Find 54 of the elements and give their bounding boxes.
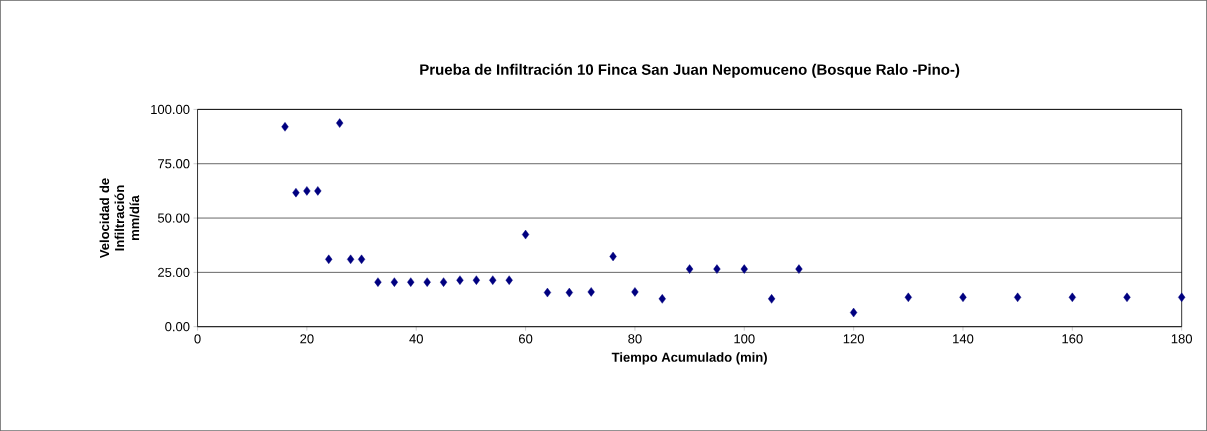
point	[439, 277, 448, 287]
x-tick-label: 160	[1062, 334, 1083, 344]
x-tick-label: 120	[843, 334, 864, 344]
point	[325, 254, 333, 264]
point	[522, 229, 530, 240]
x-tick-label: 180	[1171, 334, 1193, 344]
point	[587, 287, 595, 297]
point	[390, 277, 398, 287]
point	[850, 307, 858, 318]
x-tick-label: 80	[628, 334, 642, 344]
x-tick-label: 40	[409, 334, 423, 344]
y-tick-label: 75.00	[158, 159, 190, 169]
point	[374, 277, 382, 287]
y-tick-label: 100.00	[151, 104, 190, 114]
point	[565, 287, 573, 298]
point	[303, 186, 311, 196]
point	[292, 187, 300, 198]
x-tick-label: 60	[519, 334, 533, 344]
point	[686, 264, 694, 274]
point	[456, 275, 464, 285]
point	[314, 186, 322, 196]
point	[658, 294, 666, 304]
y-tick-label: 50.00	[157, 213, 190, 223]
x-tick-label: 100	[734, 334, 755, 344]
point	[472, 275, 480, 285]
chart-title: Prueba de Infiltración 10 Finca San Juan Nepomuceno (Bosque Ralo -Pino-)	[420, 63, 960, 78]
point	[505, 275, 513, 285]
x-tick-label: 20	[300, 334, 314, 344]
point	[795, 264, 803, 274]
x-tick-label: 0	[194, 334, 201, 344]
point	[904, 292, 912, 302]
x-axis-title: Tiempo Acumulado (min)	[611, 352, 767, 365]
point	[357, 254, 366, 264]
point	[423, 277, 431, 287]
y-tick-label: 0.00	[165, 322, 190, 332]
point	[281, 122, 289, 132]
point	[1068, 292, 1076, 302]
point	[543, 287, 552, 298]
point	[1014, 292, 1022, 302]
point	[347, 254, 355, 264]
point	[609, 251, 617, 262]
point	[740, 264, 748, 274]
point	[336, 118, 344, 128]
point	[768, 294, 776, 304]
y-axis-title: Velocidad de Infiltración mm/día	[99, 178, 140, 259]
y-tick-label: 25.00	[158, 267, 190, 277]
point	[713, 264, 721, 274]
point	[407, 277, 415, 287]
point	[1178, 292, 1186, 302]
point	[959, 292, 967, 302]
x-tick-label: 140	[953, 334, 974, 344]
point	[631, 287, 639, 297]
point	[489, 275, 497, 285]
point	[1123, 292, 1131, 302]
